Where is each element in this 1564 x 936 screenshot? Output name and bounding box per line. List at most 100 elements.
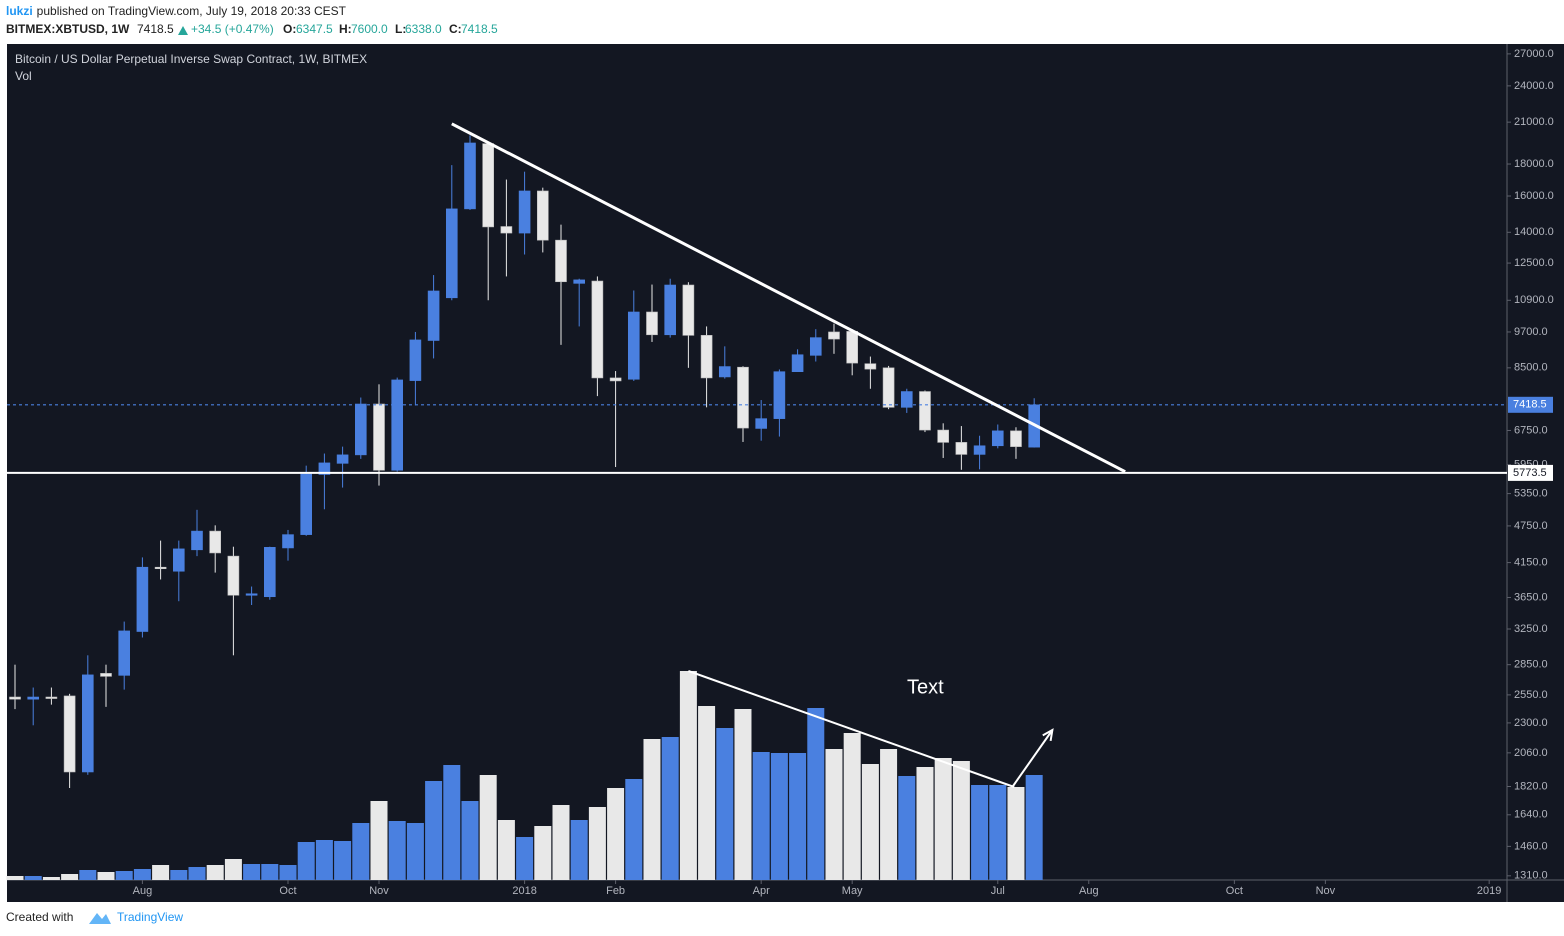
volume-bar: [352, 823, 370, 880]
volume-bar: [188, 867, 206, 880]
candle-body: [955, 442, 968, 455]
ohlc-label: H:: [339, 22, 352, 36]
candle-body: [82, 674, 94, 773]
candle-body: [682, 284, 695, 336]
y-tick-label: 24000.0: [1514, 80, 1554, 92]
y-tick-label: 2300.0: [1514, 717, 1548, 729]
price-label-box: [1508, 396, 1553, 413]
volume-bar: [807, 708, 825, 880]
candle-body: [173, 548, 185, 572]
x-tick-label: Aug: [1079, 885, 1099, 897]
candle-body: [627, 311, 640, 380]
volume-bar: [661, 737, 679, 880]
volume-bar: [679, 671, 697, 880]
volume-bar: [334, 841, 352, 880]
candle-body: [282, 534, 294, 549]
tradingview-logo: [89, 913, 111, 924]
candle-body: [664, 284, 676, 336]
y-tick-label: 4150.0: [1514, 556, 1548, 568]
y-tick-label: 1640.0: [1514, 809, 1548, 821]
x-tick-label: Oct: [279, 885, 296, 897]
up-arrow-icon: [178, 26, 188, 35]
ohlc-label: L:: [395, 22, 406, 36]
volume-bar: [24, 876, 42, 880]
candle-body: [991, 430, 1004, 447]
volume-bar: [79, 870, 97, 880]
ohlc-value: 6338.0: [405, 22, 442, 36]
y-tick-label: 1820.0: [1514, 780, 1548, 792]
volume-bar: [97, 872, 115, 880]
volume-bar: [152, 865, 170, 880]
x-tick-label: Feb: [606, 885, 625, 897]
ohlc-value: 7418.5: [461, 22, 498, 36]
y-tick-label: 14000.0: [1514, 226, 1554, 238]
plot: [6, 135, 1043, 880]
published: published on TradingView.com, July 19, 2…: [37, 4, 347, 18]
candle-body: [191, 530, 203, 551]
candle-body: [1010, 430, 1022, 447]
candle-body: [409, 339, 422, 381]
volume-bar: [698, 706, 716, 880]
volume-bar: [770, 753, 788, 880]
volume-bar: [170, 870, 188, 880]
candle-body: [919, 391, 931, 431]
candle-body: [227, 555, 240, 596]
x-tick-label: Nov: [369, 885, 389, 897]
x-tick-label: 2018: [512, 885, 536, 897]
volume-bar: [716, 728, 734, 880]
change: +34.5 (+0.47%): [191, 22, 274, 36]
volume-bar: [989, 785, 1007, 880]
volume-bar: [479, 775, 497, 880]
candle-body: [846, 331, 858, 364]
candle-body: [737, 366, 749, 429]
y-tick-label: 18000.0: [1514, 158, 1554, 170]
candle-body: [773, 371, 786, 419]
candle-body: [573, 279, 585, 284]
candle-body: [391, 379, 403, 471]
last-price: 7418.5: [137, 22, 174, 36]
volume-bar: [861, 764, 879, 880]
candle-body: [118, 630, 131, 676]
candle-body: [536, 190, 549, 241]
volume-bar: [734, 709, 752, 880]
volume-bar: [133, 869, 151, 880]
user[interactable]: lukzi: [6, 4, 33, 18]
candle-body: [136, 566, 149, 632]
candle-body: [555, 239, 567, 283]
volume-bar: [261, 864, 279, 880]
y-tick-label: 8500.0: [1514, 362, 1548, 374]
candle-body: [791, 354, 804, 372]
y-tick-label: 10900.0: [1514, 294, 1554, 306]
footer-brand[interactable]: TradingView: [117, 910, 183, 924]
candle-body: [209, 530, 222, 554]
x-tick-label: Aug: [133, 885, 153, 897]
volume-bar: [224, 859, 242, 880]
volume-bar: [898, 776, 916, 880]
x-tick-label: Nov: [1316, 885, 1336, 897]
volume-bar: [115, 871, 133, 880]
x-tick-label: May: [842, 885, 863, 897]
volume-bar: [443, 765, 461, 880]
annotation: Text: [907, 676, 944, 698]
y-tick-label: 21000.0: [1514, 116, 1554, 128]
volume-bar: [971, 785, 989, 880]
volume-bar: [516, 837, 534, 880]
candle-body: [700, 335, 713, 379]
symbol: BITMEX:XBTUSD, 1W: [6, 22, 130, 36]
candle-body: [609, 377, 622, 382]
publish-line: lukzi published on TradingView.com, July …: [6, 4, 347, 18]
y-tick-label: 16000.0: [1514, 190, 1554, 202]
candle-body: [518, 190, 531, 234]
volume-bar: [570, 820, 588, 880]
price-label: 5773.5: [1513, 467, 1547, 479]
candle-body: [354, 403, 367, 456]
volume-bar: [825, 749, 843, 880]
candle-body: [373, 403, 385, 471]
x-tick-label: Jul: [991, 885, 1005, 897]
candle-body: [336, 454, 349, 464]
y-tick-label: 6750.0: [1514, 424, 1548, 436]
y-tick-label: 1460.0: [1514, 840, 1548, 852]
ohlc-label: O:: [283, 22, 296, 36]
volume-bar: [552, 805, 570, 880]
volume-bar: [934, 758, 952, 880]
